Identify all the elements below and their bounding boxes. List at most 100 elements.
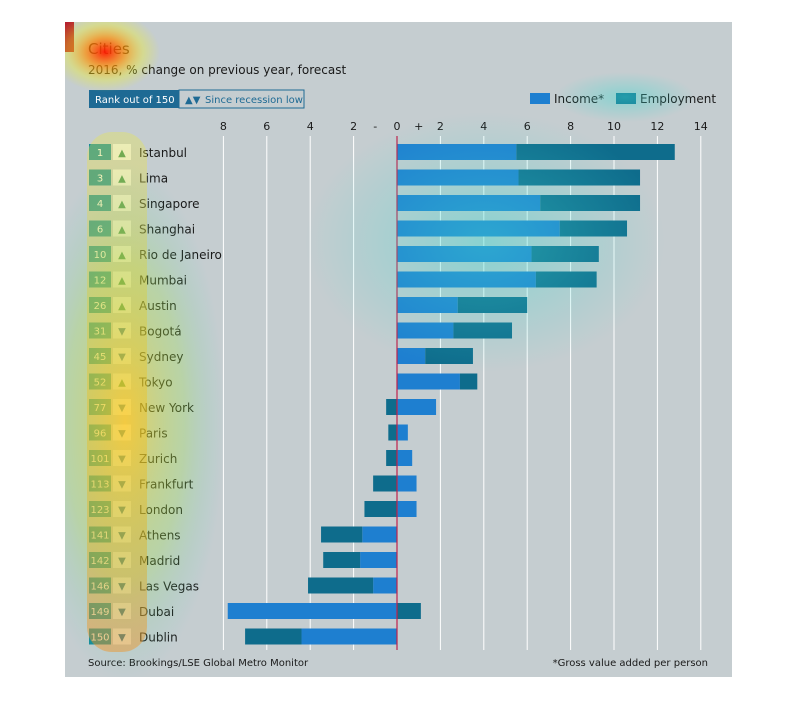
city-label: Lima — [139, 172, 168, 186]
trend-header-box — [178, 89, 305, 109]
rows: 1 ▲ Istanbul 3 ▲ Lima 4 ▲ Singapore 6 ▲ Shanghai 10 ▲… — [89, 144, 222, 645]
rank-label: 45 — [94, 352, 107, 363]
column-header-row: Rank out of 150 ▲▼ Since recession low — [89, 89, 305, 109]
rank-label: 3 — [97, 174, 103, 185]
employment-bar — [386, 399, 397, 415]
income-bar — [227, 603, 397, 619]
chart-panel: Cities 2016, % change on previous year, … — [65, 22, 732, 677]
employment-bar — [364, 501, 397, 517]
rank-label: 77 — [94, 403, 107, 414]
employment-bar — [321, 526, 363, 543]
trend-up-icon: ▲ — [118, 199, 126, 210]
gridlines — [222, 136, 702, 650]
legend-income-label: Income* — [554, 92, 604, 106]
trend-down-icon: ▼ — [118, 556, 126, 567]
employment-bar — [518, 169, 641, 186]
rank-label: 101 — [90, 454, 109, 465]
source-note: Source: Brookings/LSE Global Metro Monit… — [88, 658, 309, 669]
city-label: Zurich — [139, 452, 177, 466]
city-label: New York — [139, 401, 194, 415]
trend-up-icon: ▲ — [118, 174, 126, 185]
rank-label: 12 — [94, 276, 107, 287]
legend-employment-label: Employment — [640, 92, 716, 106]
chart-svg: Cities 2016, % change on previous year, … — [65, 22, 716, 669]
trend-down-icon: ▼ — [118, 607, 126, 618]
city-label: Tokyo — [138, 376, 173, 390]
city-label: Madrid — [139, 554, 180, 568]
trend-up-icon: ▲ — [118, 301, 126, 312]
trend-down-icon: ▼ — [118, 505, 126, 516]
city-label: Dubai — [139, 605, 174, 619]
rank-label: 141 — [90, 531, 109, 542]
city-label: Mumbai — [139, 274, 187, 288]
x-tick-label: 12 — [650, 120, 664, 133]
x-tick-label: 2 — [350, 120, 357, 133]
income-bar — [397, 424, 408, 441]
employment-bar — [457, 297, 528, 313]
city-label: Frankfurt — [139, 478, 194, 492]
income-bar — [397, 169, 519, 186]
x-tick-label: 4 — [480, 120, 487, 133]
trend-down-icon: ▼ — [118, 531, 126, 542]
x-tick-label: 4 — [307, 120, 314, 133]
legend: Income* Employment — [530, 92, 716, 106]
rank-label: 1 — [97, 148, 103, 159]
city-label: Paris — [139, 427, 168, 441]
trend-down-icon: ▼ — [118, 454, 126, 465]
employment-bar — [386, 450, 397, 466]
rank-label: 26 — [94, 301, 107, 312]
x-tick-label: + — [414, 120, 423, 133]
legend-income-swatch — [530, 93, 550, 104]
x-tick-label: 8 — [567, 120, 574, 133]
employment-bar — [373, 475, 397, 492]
trend-up-icon: ▲ — [118, 225, 126, 236]
employment-bar — [453, 322, 513, 339]
trend-down-icon: ▼ — [118, 327, 126, 338]
income-bar — [362, 526, 397, 543]
trend-up-icon: ▲ — [118, 378, 126, 389]
city-label: Singapore — [139, 197, 200, 211]
income-bar — [397, 322, 454, 339]
employment-bar — [559, 220, 628, 237]
chart-subtitle: 2016, % change on previous year, forecas… — [88, 63, 346, 77]
income-bar — [397, 501, 417, 517]
rank-label: 149 — [90, 607, 109, 618]
employment-bar — [397, 603, 421, 619]
trend-up-icon: ▲ — [118, 276, 126, 287]
employment-bar — [535, 271, 597, 288]
chart-title: Cities — [88, 40, 130, 58]
income-bar — [360, 552, 397, 568]
income-bar — [397, 399, 437, 415]
income-bar — [397, 144, 517, 160]
x-tick-label: - — [373, 120, 377, 133]
rank-label: 113 — [90, 480, 109, 491]
trend-up-icon: ▲ — [118, 148, 126, 159]
rank-label: 6 — [97, 225, 103, 236]
city-label: Las Vegas — [139, 580, 199, 594]
income-bar — [397, 271, 536, 288]
income-bar — [397, 450, 413, 466]
employment-bar — [516, 144, 675, 160]
employment-bar — [531, 246, 599, 262]
city-label: Dublin — [139, 631, 178, 645]
income-bar — [397, 297, 458, 313]
trend-down-icon: ▼ — [118, 429, 126, 440]
rank-label: 4 — [97, 199, 103, 210]
employment-bar — [425, 348, 473, 364]
x-tick-label: 6 — [263, 120, 270, 133]
employment-bar — [308, 577, 374, 594]
rank-label: 146 — [90, 582, 109, 593]
income-bar — [397, 475, 417, 492]
employment-bar — [245, 628, 302, 645]
trend-down-icon: ▼ — [118, 480, 126, 491]
city-label: Austin — [139, 299, 177, 313]
income-bar — [301, 628, 397, 645]
employment-bar — [540, 195, 641, 211]
legend-employment-swatch — [616, 93, 636, 104]
employment-bar — [459, 373, 478, 390]
x-axis-ticks: 8 6 4 2 - 0 +2 4 6 8 10 12 14 — [220, 120, 708, 133]
income-bar — [397, 246, 532, 262]
x-tick-label: 8 — [220, 120, 227, 133]
income-bar — [373, 577, 397, 594]
trend-up-icon: ▲ — [118, 250, 126, 261]
